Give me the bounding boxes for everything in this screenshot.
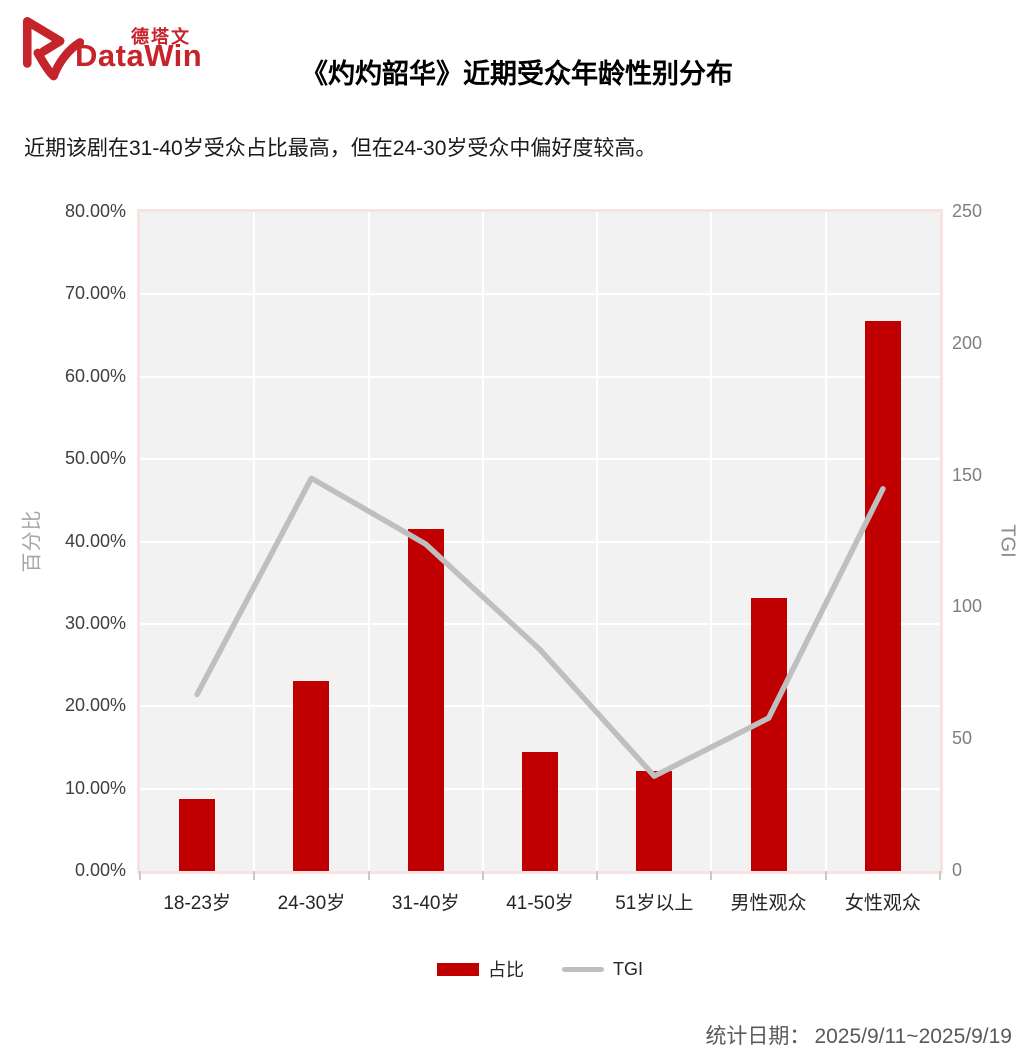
bar-series-swatch	[437, 962, 479, 976]
x-axis-label: 女性观众	[844, 893, 921, 914]
x-axis-label: 18-23岁	[163, 893, 231, 914]
h-gridline	[140, 293, 940, 296]
left-axis-tick-label: 80.00%	[64, 201, 126, 221]
right-axis-tick-label: 200	[952, 332, 983, 353]
right-axis-tick-label: 50	[952, 728, 973, 749]
v-gridline	[596, 212, 599, 871]
left-axis-tick-label: 60.00%	[64, 365, 126, 386]
datawin-logo: 德塔文 DataWin	[18, 8, 228, 96]
x-axis-tick	[367, 871, 370, 880]
bar-31-40岁	[407, 529, 444, 871]
x-axis-tick	[939, 871, 941, 880]
bar-24-30岁	[293, 680, 330, 871]
x-axis-label: 51岁以上	[615, 893, 694, 914]
x-axis-tick	[253, 871, 256, 880]
stats-date: 统计日期： 2025/9/11~2025/9/19	[705, 1020, 1012, 1050]
v-gridline	[824, 212, 827, 871]
right-axis-tick-label: 250	[952, 201, 983, 221]
v-gridline	[710, 212, 713, 871]
logo-en-text: DataWin	[75, 38, 203, 73]
left-axis-tick-label: 30.00%	[64, 612, 126, 633]
stats-date-value: 2025/9/11~2025/9/19	[814, 1025, 1012, 1048]
right-axis-tick-label: 150	[952, 464, 983, 485]
h-gridline	[140, 540, 940, 543]
left-axis-tick-label: 50.00%	[64, 448, 126, 469]
bar-18-23岁	[179, 798, 216, 871]
left-axis-tick-label: 0.00%	[74, 860, 126, 880]
x-axis-label: 41-50岁	[506, 893, 574, 914]
line-series-swatch	[562, 966, 604, 972]
left-axis-tick-label: 10.00%	[64, 777, 126, 798]
h-gridline	[140, 375, 940, 378]
bar-男性观众	[750, 598, 787, 871]
bar-series-label: 占比	[488, 960, 524, 980]
legend-item-bar-series: 占比	[437, 956, 524, 982]
x-axis-tick	[481, 871, 484, 880]
datawin-logo-icon	[22, 16, 84, 81]
right-axis-title: TGI	[996, 524, 1019, 558]
legend-item-line-series: TGI	[562, 959, 643, 980]
x-axis-tick	[824, 871, 827, 880]
v-gridline	[481, 212, 484, 871]
bar-51岁以上	[636, 770, 673, 871]
x-axis-label: 男性观众	[730, 893, 807, 914]
left-axis-tick-label: 70.00%	[64, 283, 126, 304]
chart-subtitle: 近期该剧在31-40岁受众占比最高，但在24-30岁受众中偏好度较高。	[24, 137, 657, 160]
plot-area	[137, 209, 943, 874]
h-gridline	[140, 705, 940, 708]
stats-date-label: 统计日期：	[705, 1025, 811, 1048]
page-title: 《灼灼韶华》近期受众年龄性别分布	[301, 59, 733, 89]
x-axis-label: 24-30岁	[277, 893, 346, 914]
right-axis-tick-label: 100	[952, 596, 983, 617]
left-axis-tick-label: 20.00%	[64, 695, 126, 716]
x-axis-tick	[139, 871, 141, 880]
line-series-label: TGI	[613, 958, 643, 979]
v-gridline	[367, 212, 370, 871]
x-axis-label: 31-40岁	[391, 893, 460, 914]
x-axis-tick	[596, 871, 599, 880]
bar-女性观众	[864, 320, 901, 871]
logo-cn-text: 德塔文	[131, 27, 191, 47]
right-axis-tick-label: 0	[952, 860, 963, 880]
chart-legend: 占比 TGI	[0, 956, 1034, 982]
h-gridline	[140, 622, 940, 625]
v-gridline	[253, 212, 256, 871]
x-axis-tick	[710, 871, 713, 880]
left-axis-tick-label: 40.00%	[64, 530, 126, 551]
h-gridline	[140, 458, 940, 461]
bar-41-50岁	[522, 752, 558, 871]
